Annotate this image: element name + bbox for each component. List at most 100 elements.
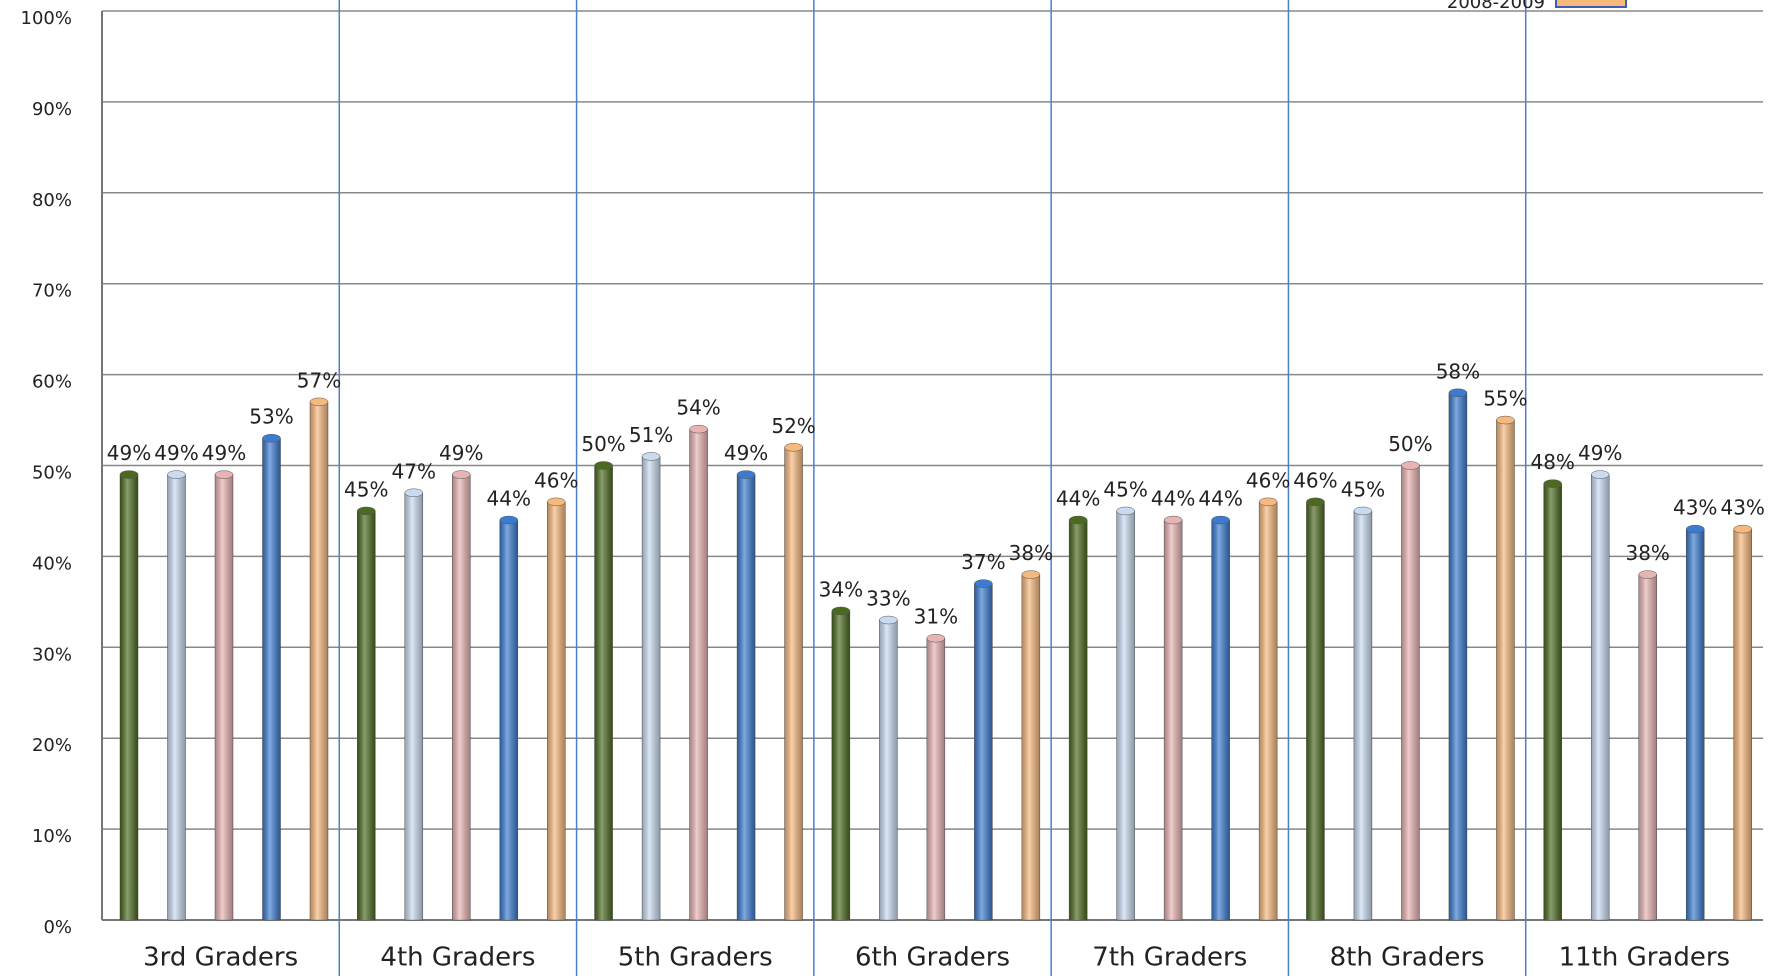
- value-label: 49%: [154, 441, 198, 465]
- bar-cap: [594, 461, 613, 470]
- bar-shade: [974, 583, 993, 920]
- bar-cap: [1353, 506, 1373, 516]
- y-tick-label: 20%: [32, 735, 72, 756]
- value-label: 45%: [1103, 477, 1147, 501]
- bar-cap: [1116, 506, 1135, 516]
- value-label: 46%: [1293, 468, 1337, 492]
- bar-shade: [926, 638, 945, 920]
- bar-cap: [879, 615, 898, 625]
- bar-shade: [1401, 465, 1420, 920]
- value-label: 58%: [1436, 359, 1480, 383]
- value-label: 57%: [297, 368, 341, 392]
- value-label: 48%: [1530, 450, 1574, 474]
- bar-cap: [404, 488, 424, 498]
- bar-shade: [452, 474, 471, 920]
- bar-shade: [120, 474, 138, 920]
- value-label: 52%: [771, 414, 815, 438]
- bar-cap: [357, 506, 376, 516]
- x-tick-label: 5th Graders: [618, 943, 773, 973]
- x-tick-label: 11th Graders: [1559, 943, 1731, 973]
- bar-cap: [1211, 515, 1230, 525]
- bar-cap: [1021, 570, 1041, 579]
- value-label: 50%: [581, 432, 625, 456]
- bar-cap: [1401, 461, 1420, 470]
- bar-cap: [1733, 524, 1752, 534]
- bar-shade: [594, 465, 613, 920]
- y-tick-label: 10%: [32, 826, 72, 847]
- bar-shade: [1686, 529, 1705, 920]
- bar-shade: [642, 456, 661, 920]
- bar-cap: [167, 470, 186, 479]
- bar-cap: [547, 497, 566, 507]
- value-label: 49%: [439, 441, 483, 465]
- x-tick-label: 4th Graders: [380, 943, 535, 973]
- bar-shade: [262, 438, 281, 920]
- value-label: 49%: [107, 441, 151, 465]
- bar-cap: [1638, 570, 1657, 579]
- y-tick-label: 70%: [32, 281, 72, 302]
- value-label: 51%: [629, 423, 673, 447]
- bar-cap: [736, 470, 756, 479]
- bar-shade: [215, 474, 233, 920]
- bar-shade: [1306, 501, 1325, 920]
- bar-shade: [404, 492, 423, 920]
- bar-cap: [641, 452, 661, 461]
- value-label: 34%: [819, 577, 863, 601]
- y-tick-label: 40%: [32, 553, 72, 574]
- bar-shade: [547, 501, 566, 920]
- y-tick-label: 0%: [43, 917, 72, 938]
- bar-shade: [357, 510, 376, 920]
- value-label: 45%: [344, 477, 388, 501]
- y-tick-label: 90%: [32, 99, 72, 120]
- y-tick-label: 30%: [32, 644, 72, 665]
- bar-shade: [1591, 474, 1610, 920]
- value-label: 45%: [1341, 477, 1385, 501]
- value-label: 53%: [249, 405, 293, 429]
- bar-shade: [167, 474, 186, 920]
- x-tick-label: 8th Graders: [1330, 943, 1485, 973]
- bar-cap: [1163, 515, 1183, 525]
- bar-cap: [119, 470, 139, 479]
- value-label: 46%: [534, 468, 578, 492]
- bar-cap: [926, 633, 946, 643]
- value-label: 33%: [866, 587, 910, 611]
- bar-shade: [1069, 520, 1088, 920]
- y-tick-label: 100%: [21, 8, 72, 29]
- bar-cap: [1306, 497, 1325, 507]
- y-tick-label: 60%: [32, 372, 72, 393]
- bar-cap: [1543, 479, 1562, 488]
- legend-swatch: [1555, 0, 1627, 8]
- value-label: 44%: [487, 487, 531, 511]
- bar-cap: [262, 433, 281, 443]
- bar-shade: [499, 520, 518, 920]
- bar-shade: [1496, 420, 1515, 920]
- bar-shade: [689, 429, 708, 920]
- value-label: 43%: [1720, 496, 1764, 520]
- bar-cap: [1590, 470, 1610, 479]
- value-label: 47%: [392, 459, 436, 483]
- bar-cap: [689, 424, 708, 434]
- value-label: 44%: [1198, 487, 1242, 511]
- value-label: 49%: [1578, 441, 1622, 465]
- value-label: 49%: [202, 441, 246, 465]
- x-tick-label: 7th Graders: [1092, 943, 1247, 973]
- bar-cap: [1258, 497, 1278, 507]
- value-label: 44%: [1151, 487, 1195, 511]
- bar-shade: [1116, 510, 1135, 920]
- bar-cap: [831, 606, 851, 616]
- bar-shade: [879, 620, 898, 920]
- value-label: 50%: [1388, 432, 1432, 456]
- bar-shade: [1733, 529, 1752, 920]
- value-label: 37%: [961, 550, 1005, 574]
- bar-shade: [310, 401, 328, 920]
- bar-cap: [1068, 515, 1088, 525]
- value-label: 44%: [1056, 487, 1100, 511]
- bar-shade: [784, 447, 803, 920]
- value-label: 55%: [1483, 387, 1527, 411]
- y-tick-label: 50%: [32, 463, 72, 484]
- value-label: 38%: [1625, 541, 1669, 565]
- bar-shade: [737, 474, 756, 920]
- bar-shade: [1211, 520, 1230, 920]
- legend-label: 2008-2009: [1447, 0, 1545, 13]
- bar-shade: [1021, 574, 1040, 920]
